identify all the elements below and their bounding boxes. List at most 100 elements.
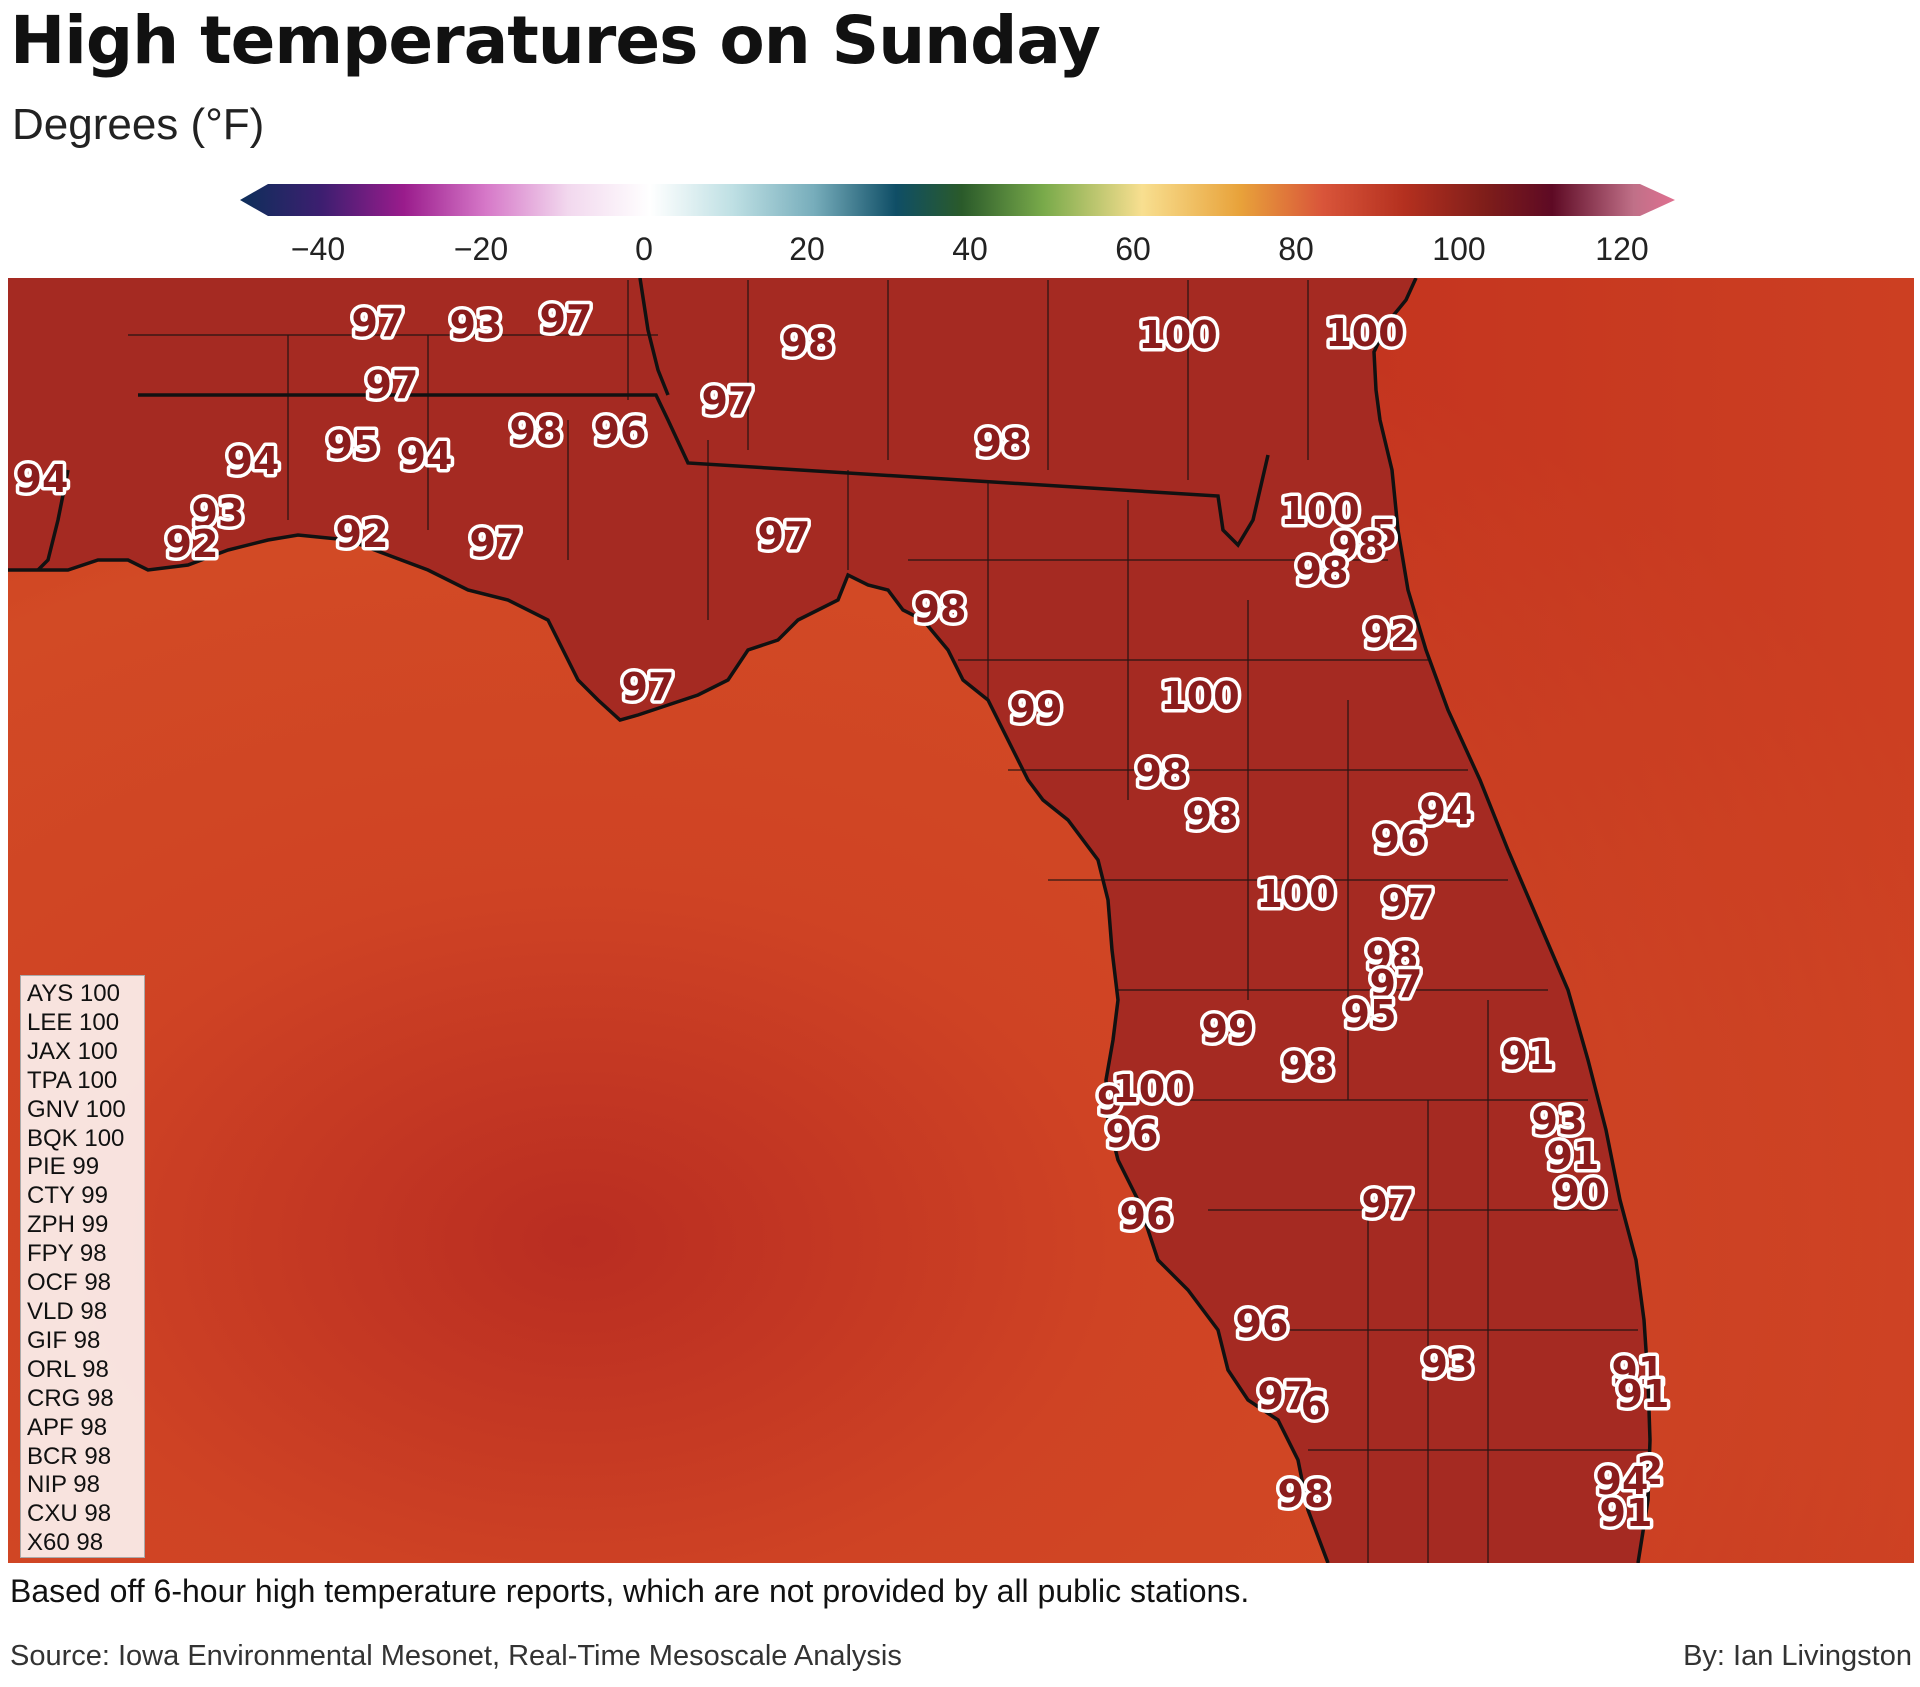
color-scale-bar	[240, 184, 1675, 216]
legend-entry: FPY 98	[27, 1240, 107, 1268]
station-temp-label: 100	[1280, 489, 1359, 533]
station-temp-label: 97	[1362, 1182, 1415, 1226]
station-temp-label: 94	[16, 457, 69, 501]
station-temp-label: 98	[1136, 751, 1189, 795]
station-temp-label: 97	[1382, 881, 1435, 925]
station-temp-label: 93	[1422, 1342, 1475, 1386]
scale-tick-label: 20	[789, 231, 825, 267]
station-temp-label: 98	[510, 409, 563, 453]
scale-tick-label: 60	[1115, 231, 1151, 267]
station-temp-label: 98	[1278, 1472, 1331, 1516]
station-temp-label: 9	[1097, 1079, 1123, 1123]
station-temp-label: 5	[1371, 512, 1397, 556]
station-temp-label: 98	[1282, 1044, 1335, 1088]
scale-tick-label: −20	[454, 231, 508, 267]
station-temp-label: 100	[1138, 313, 1217, 357]
station-temp-label: 93	[1532, 1099, 1585, 1143]
color-scale: −40 −20 0 20 40 60 80 100 120	[240, 180, 1680, 280]
station-temp-label: 2	[1637, 1449, 1663, 1493]
station-temp-label: 99	[1010, 687, 1063, 731]
station-temp-label: 97	[366, 363, 419, 407]
legend-entry: CXU 98	[27, 1500, 112, 1528]
legend-entry: GIF 98	[27, 1326, 101, 1354]
station-temp-label: 97	[1258, 1374, 1311, 1418]
station-temp-label: 97	[470, 521, 523, 565]
station-temp-label: 95	[1344, 992, 1397, 1036]
station-temp-label: 92	[336, 512, 389, 556]
legend-entry: VLD 98	[27, 1297, 108, 1325]
station-temp-label: 94	[400, 434, 453, 478]
map-subtitle: Degrees (°F)	[12, 100, 265, 149]
station-temp-label: 99	[1202, 1007, 1255, 1051]
station-temp-label: 96	[594, 409, 647, 453]
temperature-map: 97 93 97 97 98 100 100 97 94 95 94 98 96 98 94 93 92 92 97…	[8, 278, 1914, 1563]
station-temp-label: 96	[1106, 1112, 1159, 1156]
legend-entry: BQK 100	[27, 1124, 125, 1152]
station-temp-label: 100	[1112, 1067, 1191, 1111]
legend-entry: ORL 98	[27, 1355, 109, 1383]
station-temp-label: 97	[1370, 962, 1423, 1006]
legend-entry: JAX 100	[27, 1037, 118, 1065]
station-temp-label: 97	[758, 514, 811, 558]
scale-tick-label: 100	[1432, 231, 1485, 267]
county-borders	[128, 280, 1648, 1563]
station-temp-label: 90	[1554, 1171, 1607, 1215]
byline: By: Ian Livingston	[1683, 1640, 1912, 1672]
station-temp-label: 98	[782, 321, 835, 365]
scale-tick-label: 80	[1278, 231, 1314, 267]
scale-tick-label: 120	[1595, 231, 1648, 267]
station-temp-label: 93	[450, 303, 503, 347]
legend-entry: LEE 100	[27, 1008, 120, 1036]
station-temp-label: 91	[1617, 1372, 1670, 1416]
legend-entry: NIP 98	[27, 1471, 100, 1499]
legend-entry: OCF 98	[27, 1269, 112, 1297]
station-temp-label: 93	[192, 491, 245, 535]
station-temp-label: 6	[1301, 1384, 1327, 1428]
station-temp-label: 100	[1160, 674, 1239, 718]
station-temp-label: 96	[1236, 1302, 1289, 1346]
station-temp-label: 96	[1374, 817, 1427, 861]
station-temp-label: 91	[1600, 1491, 1653, 1535]
scale-tick-label: −40	[291, 231, 345, 267]
legend-entry: GNV 100	[27, 1095, 126, 1123]
station-temp-label: 98	[1332, 524, 1385, 568]
station-temp-label: 98	[1366, 934, 1419, 978]
legend-entry: TPA 100	[27, 1066, 118, 1094]
station-temp-label: 92	[1364, 612, 1417, 656]
station-legend: AYS 100 LEE 100 JAX 100 TPA 100 GNV 100 BQK 1…	[20, 975, 145, 1558]
legend-entry: X60 98	[27, 1529, 104, 1557]
legend-entry: PIE 99	[27, 1153, 100, 1181]
station-temp-label: 91	[1502, 1034, 1555, 1078]
legend-entry: APF 98	[27, 1413, 108, 1441]
legend-entry: BCR 98	[27, 1442, 112, 1470]
color-scale-graphic: −40 −20 0 20 40 60 80 100 120	[240, 184, 1675, 267]
legend-entry: AYS 100	[27, 980, 120, 1007]
station-temp-label: 100	[1325, 311, 1404, 355]
legend-entry: ZPH 99	[27, 1211, 109, 1239]
footnote: Based off 6-hour high temperature report…	[10, 1573, 1250, 1609]
station-temp-label: 97	[540, 297, 593, 341]
land-area	[8, 278, 1650, 1563]
scale-tick-label: 40	[952, 231, 988, 267]
station-temp-label: 91	[1612, 1349, 1665, 1393]
station-temp-label: 94	[1596, 1459, 1649, 1503]
source-credit: Source: Iowa Environmental Mesonet, Real…	[10, 1640, 902, 1672]
station-temp-label: 92	[166, 522, 219, 566]
station-temp-label: 97	[352, 301, 405, 345]
map-title: High temperatures on Sunday	[10, 2, 1101, 79]
station-temp-label: 100	[1256, 872, 1335, 916]
scale-tick-label: 0	[635, 231, 653, 267]
legend-entry: CTY 99	[27, 1182, 108, 1210]
station-temp-label: 97	[702, 379, 755, 423]
station-temp-label: 94	[227, 439, 280, 483]
station-temp-label: 95	[327, 423, 380, 467]
station-temp-label: 98	[1296, 549, 1349, 593]
station-temp-label: 98	[914, 587, 967, 631]
station-temp-label: 96	[1120, 1194, 1173, 1238]
state-borders	[8, 278, 1652, 1563]
station-temp-label: 98	[976, 421, 1029, 465]
station-temp-label: 91	[1547, 1134, 1600, 1178]
station-temp-label: 94	[1420, 789, 1473, 833]
